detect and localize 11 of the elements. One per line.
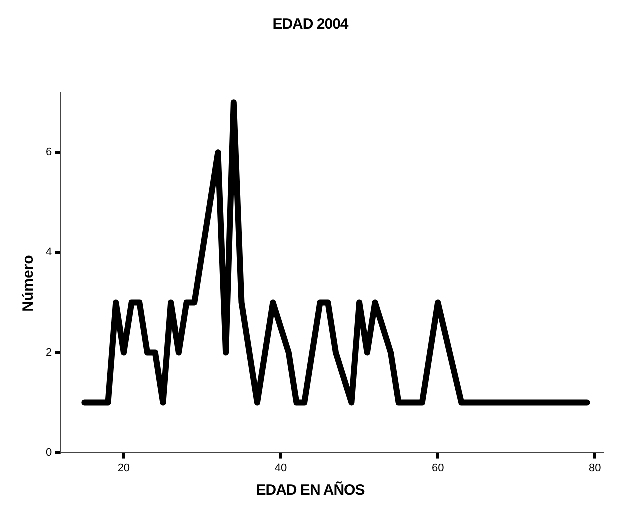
x-tick-label: 80 (589, 462, 602, 474)
y-tick-label: 0 (46, 446, 52, 459)
y-axis-title: Número (20, 254, 36, 312)
y-tick-label: 4 (46, 246, 52, 259)
x-tick-label: 20 (118, 462, 130, 474)
chart-title: EDAD 2004 (272, 16, 350, 33)
y-tick-label: 2 (46, 346, 52, 359)
x-tick-label: 60 (432, 462, 444, 474)
y-tick-label: 6 (46, 146, 52, 159)
x-tick-label: 40 (274, 462, 288, 474)
x-axis-title: EDAD EN AÑOS (255, 482, 366, 499)
